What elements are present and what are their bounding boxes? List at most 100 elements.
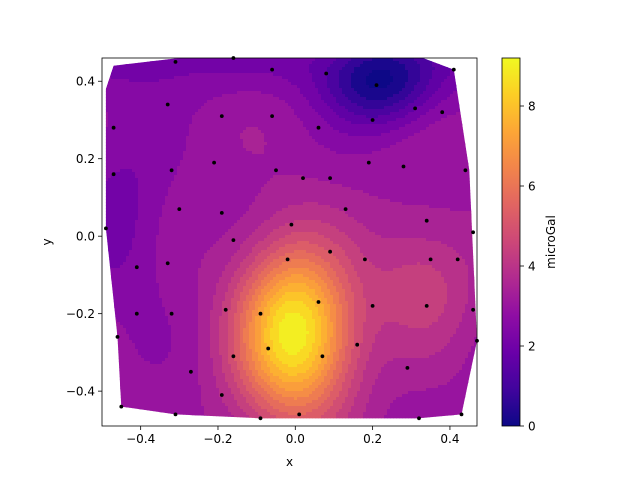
contour-cell	[138, 103, 142, 107]
contour-cell	[183, 379, 187, 383]
contour-cell	[159, 217, 163, 221]
contour-cell	[126, 262, 130, 266]
contour-cell	[114, 157, 118, 161]
contour-cell	[108, 103, 112, 107]
contour-cell	[135, 244, 139, 248]
contour-cell	[138, 298, 142, 302]
contour-cell	[129, 376, 133, 380]
contour-cell	[183, 370, 187, 374]
contour-cell	[177, 145, 181, 149]
contour-cell	[159, 115, 163, 119]
contour-cell	[144, 265, 148, 269]
contour-cell	[159, 373, 163, 377]
contour-cell	[156, 334, 160, 338]
contour-cell	[159, 301, 163, 305]
contour-cell	[120, 217, 124, 221]
contour-cell	[171, 307, 175, 311]
contour-cell	[186, 262, 190, 266]
contour-cell	[147, 64, 151, 68]
contour-cell	[144, 373, 148, 377]
contour-cell	[222, 283, 226, 287]
contour-cell	[120, 91, 124, 95]
contour-cell	[210, 187, 214, 191]
contour-cell	[117, 226, 121, 230]
contour-cell	[135, 91, 139, 95]
contour-cell	[132, 385, 136, 389]
contour-cell	[192, 64, 196, 68]
contour-cell	[132, 121, 136, 125]
contour-cell	[171, 175, 175, 179]
contour-cell	[165, 142, 169, 146]
contour-cell	[132, 163, 136, 167]
contour-cell	[102, 343, 106, 347]
contour-cell	[120, 349, 124, 353]
contour-cell	[219, 421, 223, 425]
contour-cell	[213, 94, 217, 98]
contour-cell	[219, 205, 223, 209]
contour-cell	[216, 181, 220, 185]
contour-cell	[156, 190, 160, 194]
contour-cell	[183, 403, 187, 407]
contour-cell	[120, 235, 124, 239]
contour-cell	[207, 232, 211, 236]
contour-cell	[210, 172, 214, 176]
contour-cell	[186, 115, 190, 119]
contour-cell	[150, 130, 154, 134]
contour-cell	[180, 406, 184, 410]
contour-cell	[213, 112, 217, 116]
contour-cell	[123, 112, 127, 116]
contour-cell	[171, 298, 175, 302]
contour-cell	[108, 190, 112, 194]
contour-cell	[126, 172, 130, 176]
contour-cell	[123, 142, 127, 146]
contour-cell	[159, 202, 163, 206]
contour-cell	[114, 244, 118, 248]
contour-cell	[165, 280, 169, 284]
contour-cell	[102, 136, 106, 140]
contour-cell	[132, 382, 136, 386]
contour-cell	[114, 85, 118, 89]
contour-cell	[159, 394, 163, 398]
contour-cell	[198, 205, 202, 209]
contour-cell	[132, 373, 136, 377]
contour-cell	[120, 229, 124, 233]
contour-cell	[213, 397, 217, 401]
contour-cell	[141, 58, 145, 62]
contour-cell	[123, 292, 127, 296]
contour-cell	[213, 202, 217, 206]
contour-cell	[105, 409, 109, 413]
contour-cell	[153, 205, 157, 209]
contour-cell	[207, 394, 211, 398]
contour-cell	[213, 277, 217, 281]
contour-cell	[219, 415, 223, 419]
contour-cell	[159, 139, 163, 143]
contour-cell	[198, 166, 202, 170]
contour-cell	[120, 202, 124, 206]
contour-cell	[198, 253, 202, 257]
contour-cell	[174, 145, 178, 149]
contour-cell	[153, 379, 157, 383]
contour-cell	[192, 271, 196, 275]
contour-cell	[180, 235, 184, 239]
contour-cell	[150, 301, 154, 305]
contour-cell	[192, 121, 196, 125]
contour-cell	[204, 145, 208, 149]
contour-cell	[195, 160, 199, 164]
contour-cell	[126, 298, 130, 302]
contour-cell	[213, 130, 217, 134]
contour-cell	[201, 163, 205, 167]
contour-cell	[144, 247, 148, 251]
contour-cell	[195, 208, 199, 212]
contour-cell	[102, 334, 106, 338]
contour-cell	[189, 193, 193, 197]
contour-cell	[120, 94, 124, 98]
contour-cell	[120, 193, 124, 197]
contour-cell	[210, 328, 214, 332]
contour-cell	[195, 229, 199, 233]
contour-cell	[204, 349, 208, 353]
contour-cell	[141, 361, 145, 365]
contour-cell	[144, 169, 148, 173]
contour-cell	[207, 262, 211, 266]
contour-cell	[144, 376, 148, 380]
contour-cell	[198, 250, 202, 254]
